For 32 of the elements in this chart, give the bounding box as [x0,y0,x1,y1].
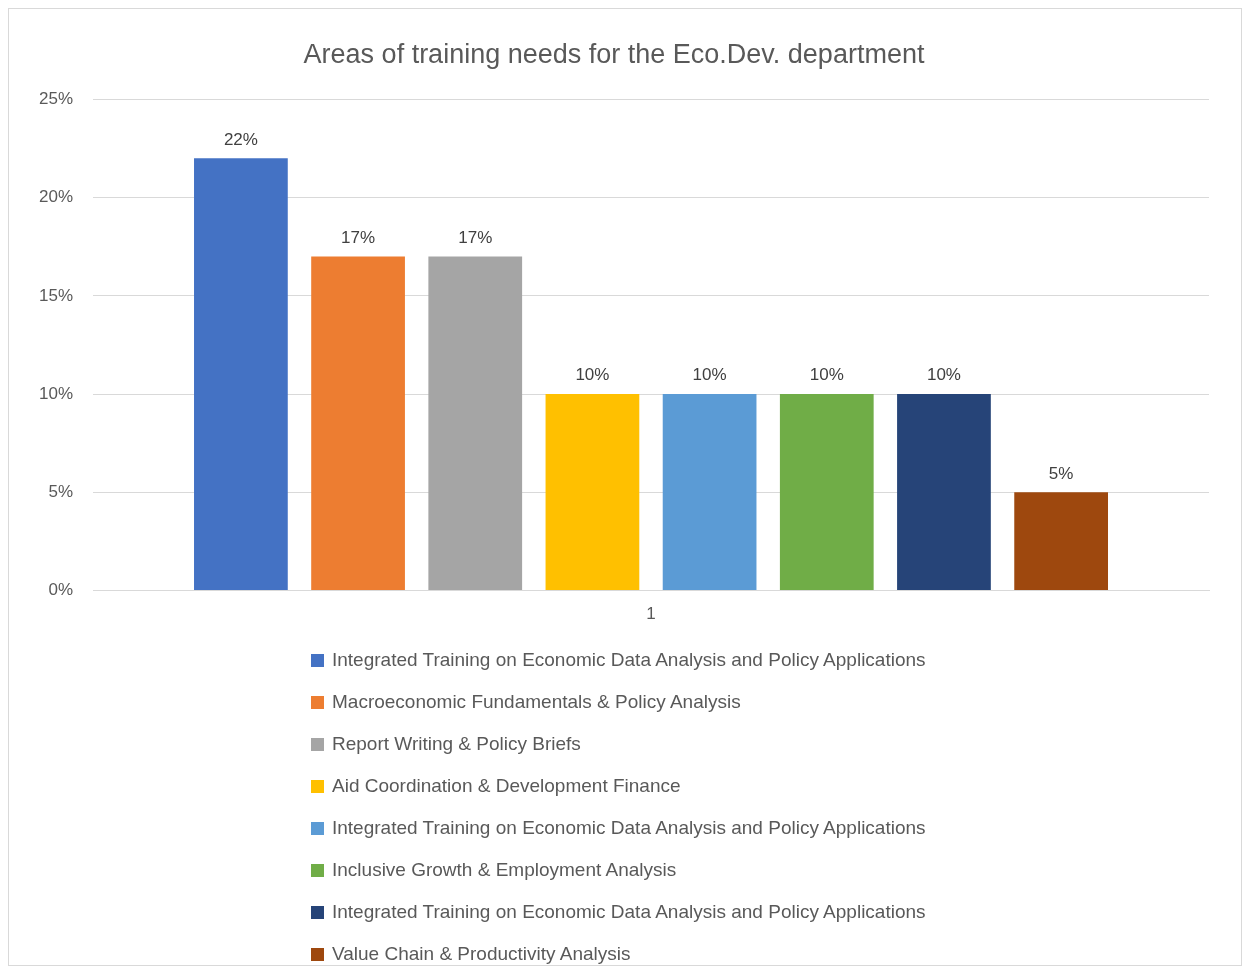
legend-label: Integrated Training on Economic Data Analysis and Policy Applications [332,901,926,923]
y-tick-label: 5% [48,482,74,502]
data-label: 17% [458,227,493,247]
legend-label: Macroeconomic Fundamentals & Policy Analysis [332,691,741,713]
bar [194,158,288,591]
x-tick-label: 1 [646,604,656,624]
data-label: 17% [341,227,376,247]
legend-label: Integrated Training on Economic Data Analysis and Policy Applications [332,649,926,671]
data-label: 10% [692,365,727,385]
bar [428,256,523,591]
data-label: 10% [809,365,844,385]
y-tick-label: 10% [38,383,74,403]
bar [545,394,640,591]
y-tick-label: 15% [38,285,74,305]
bar [779,394,874,591]
bar [311,256,405,591]
legend-label: Value Chain & Productivity Analysis [332,943,631,965]
bar [897,394,991,591]
legend-label: Integrated Training on Economic Data Analysis and Policy Applications [332,817,926,839]
bar [662,394,757,591]
data-label: 10% [926,365,961,385]
data-label: 10% [575,365,610,385]
legend-label: Inclusive Growth & Employment Analysis [332,859,677,881]
chart-title: Areas of training needs for the Eco.Dev. department [303,38,925,69]
data-label: 22% [223,129,258,149]
legend-label: Aid Coordination & Development Finance [332,775,681,797]
y-tick-label: 20% [38,187,74,207]
data-label: 5% [1048,463,1074,483]
legend-label: Report Writing & Policy Briefs [332,733,581,755]
y-tick-label: 25% [38,89,74,109]
bar [1014,492,1108,591]
y-tick-label: 0% [48,580,74,600]
